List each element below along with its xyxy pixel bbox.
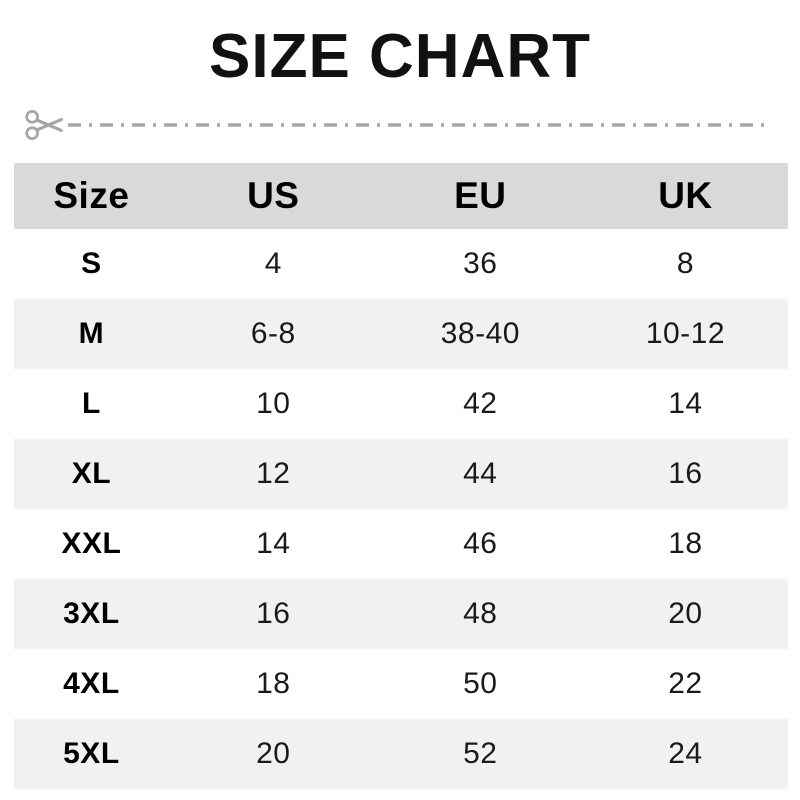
eu-value-cell: 50: [463, 667, 498, 700]
table-row: S 4 36 8: [14, 229, 788, 299]
table-row: XXL 14 46 18: [14, 509, 788, 579]
table-row: L 10 42 14: [14, 369, 788, 439]
dashed-divider: [68, 123, 770, 127]
eu-value-cell: 42: [463, 387, 498, 420]
table-header-row: Size US EU UK: [14, 163, 788, 229]
uk-value-cell: 10-12: [645, 317, 726, 350]
size-cell: M: [78, 317, 105, 350]
eu-value-cell: 46: [463, 527, 498, 560]
eu-value-cell: 36: [463, 247, 498, 280]
size-cell: 3XL: [63, 597, 120, 630]
size-cell: 4XL: [63, 667, 120, 700]
uk-value-cell: 8: [676, 247, 695, 280]
uk-value-cell: 14: [668, 387, 703, 420]
eu-value-cell: 44: [463, 457, 498, 490]
table-row: 4XL 18 50 22: [14, 649, 788, 719]
cut-line: [24, 108, 770, 142]
scissors-icon: [25, 110, 63, 140]
eu-value-cell: 38-40: [440, 317, 520, 350]
us-value-cell: 18: [256, 667, 291, 700]
table-row: 3XL 16 48 20: [14, 579, 788, 649]
column-header-eu: EU: [454, 175, 507, 216]
us-value-cell: 14: [256, 527, 291, 560]
column-header-size: Size: [53, 175, 130, 216]
size-cell: 5XL: [63, 737, 120, 770]
uk-value-cell: 22: [668, 667, 703, 700]
size-cell: L: [81, 387, 101, 420]
us-value-cell: 20: [256, 737, 291, 770]
column-header-us: US: [247, 175, 300, 216]
uk-value-cell: 20: [668, 597, 703, 630]
us-value-cell: 10: [256, 387, 291, 420]
eu-value-cell: 52: [463, 737, 498, 770]
table-row: 5XL 20 52 24: [14, 719, 788, 789]
us-value-cell: 6-8: [250, 317, 296, 350]
uk-value-cell: 16: [668, 457, 703, 490]
size-cell: XL: [71, 457, 112, 490]
size-cell: S: [81, 247, 102, 280]
page-title: SIZE CHART: [209, 22, 591, 91]
table-row: M 6-8 38-40 10-12: [14, 299, 788, 369]
us-value-cell: 16: [256, 597, 291, 630]
size-chart-page: SIZE CHART Size US EU UK S 4 36 8 M 6-8: [0, 24, 800, 800]
column-header-uk: UK: [658, 175, 713, 216]
us-value-cell: 12: [256, 457, 291, 490]
size-cell: XXL: [61, 527, 122, 560]
size-table: Size US EU UK S 4 36 8 M 6-8 38-40 10-12…: [14, 163, 788, 789]
uk-value-cell: 24: [668, 737, 703, 770]
eu-value-cell: 48: [463, 597, 498, 630]
us-value-cell: 4: [264, 247, 282, 280]
uk-value-cell: 18: [668, 527, 703, 560]
table-row: XL 12 44 16: [14, 439, 788, 509]
